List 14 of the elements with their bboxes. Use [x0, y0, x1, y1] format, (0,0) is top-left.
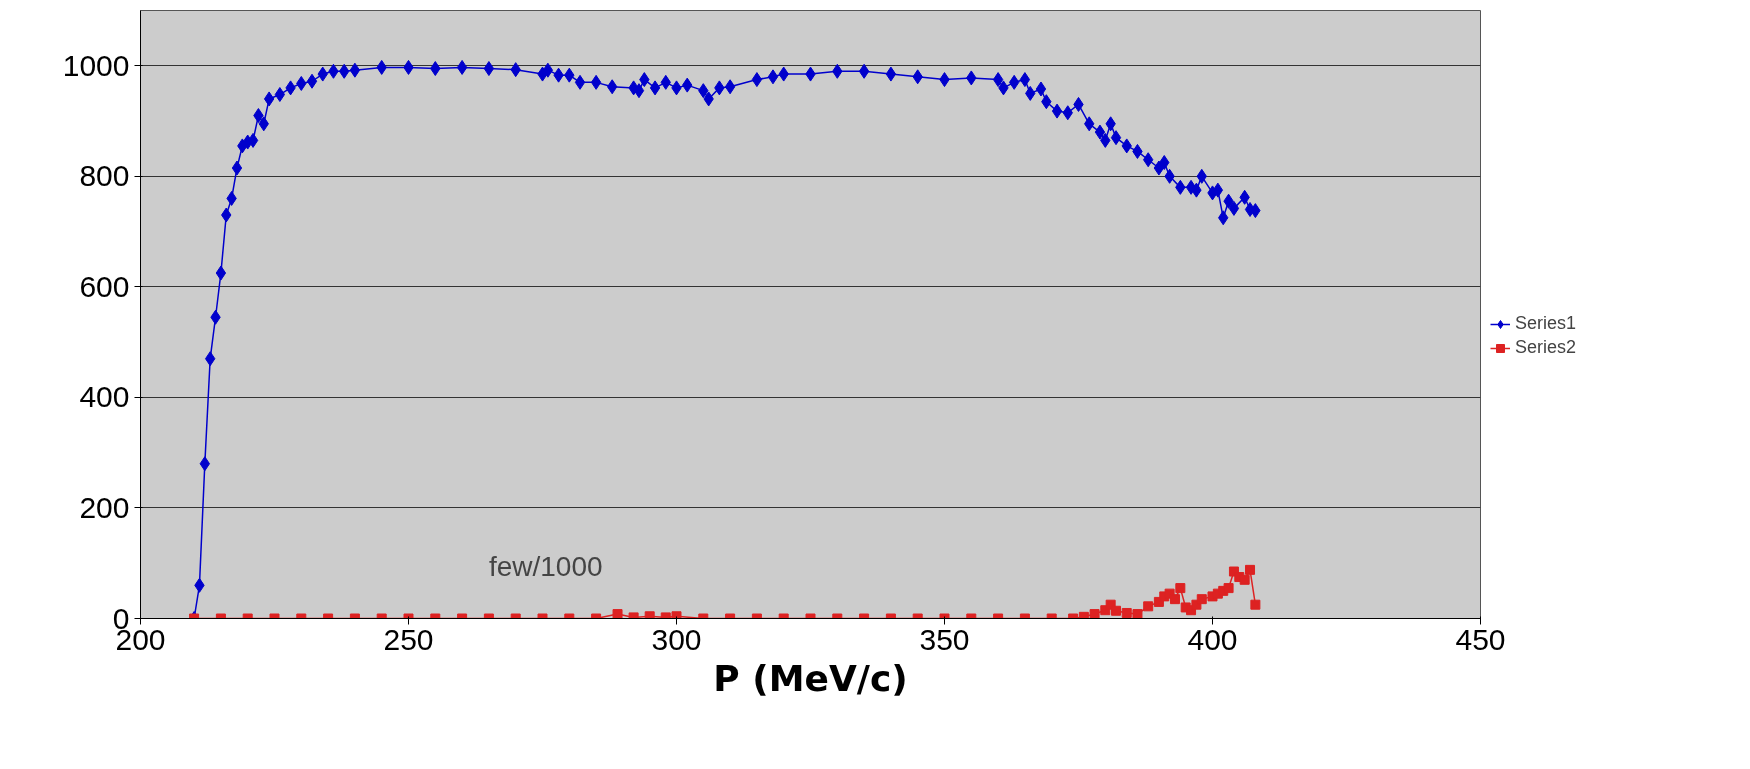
y-tick-label: 600	[79, 269, 130, 303]
x-axis-title: P (MeV/c)	[713, 657, 908, 699]
annotation: few/1000	[488, 551, 603, 583]
x-tick-label: 450	[1455, 622, 1506, 656]
x-tick-label: 400	[1187, 622, 1238, 656]
x-tick-label: 250	[383, 622, 434, 656]
x-tick-label: 350	[919, 622, 970, 656]
y-tick-label: 200	[79, 490, 130, 524]
legend-label: Series1	[1515, 313, 1577, 334]
y-tick-label: 800	[79, 159, 130, 193]
x-tick-label: 300	[651, 622, 702, 656]
legend-label: Series2	[1515, 337, 1577, 358]
y-tick-label: 1000	[62, 48, 130, 82]
y-tick-label: 400	[79, 380, 130, 414]
